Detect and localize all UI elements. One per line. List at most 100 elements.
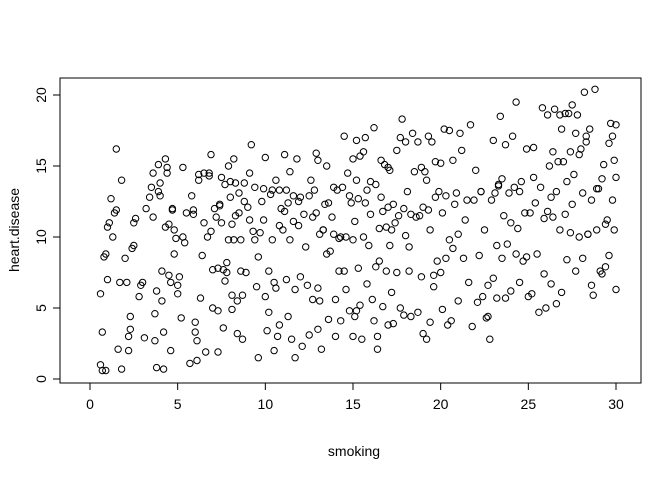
data-point xyxy=(98,328,107,336)
data-point xyxy=(542,304,550,312)
data-point xyxy=(430,283,438,291)
data-point xyxy=(391,219,399,227)
data-point xyxy=(175,273,184,281)
data-point xyxy=(549,213,557,221)
data-point xyxy=(501,141,510,149)
data-point xyxy=(291,285,299,294)
data-point xyxy=(373,332,382,341)
data-point xyxy=(375,257,383,265)
data-point xyxy=(424,132,433,140)
data-point xyxy=(373,345,382,353)
data-point xyxy=(235,189,243,197)
data-point xyxy=(386,166,394,175)
data-point xyxy=(114,345,122,353)
data-point xyxy=(307,176,315,184)
data-point xyxy=(605,251,613,260)
data-point xyxy=(280,207,289,216)
data-point xyxy=(221,277,229,285)
data-point xyxy=(601,263,610,271)
data-point xyxy=(359,148,368,156)
data-point xyxy=(344,169,352,177)
data-point xyxy=(503,240,511,248)
data-point xyxy=(456,129,464,138)
data-point xyxy=(557,288,566,297)
data-point xyxy=(461,216,469,224)
data-point xyxy=(195,170,203,179)
data-point xyxy=(610,156,618,165)
data-point xyxy=(408,129,417,138)
data-point xyxy=(428,138,436,146)
data-point xyxy=(559,158,568,166)
data-point xyxy=(438,305,447,314)
data-point xyxy=(577,145,585,153)
data-point xyxy=(459,254,468,262)
data-point xyxy=(316,297,324,305)
data-point xyxy=(354,264,362,272)
data-point xyxy=(363,280,371,288)
data-point xyxy=(351,217,359,226)
data-point xyxy=(572,267,580,275)
data-point xyxy=(440,125,448,133)
data-point xyxy=(305,192,313,200)
data-point xyxy=(337,233,345,241)
data-point xyxy=(557,125,566,133)
data-point xyxy=(370,124,378,132)
data-point xyxy=(317,345,326,353)
data-point xyxy=(531,199,539,207)
data-point xyxy=(170,250,178,258)
data-point xyxy=(480,226,489,234)
data-point xyxy=(493,241,501,250)
data-point xyxy=(228,291,236,299)
data-point xyxy=(405,243,413,251)
data-point xyxy=(561,210,569,219)
data-point xyxy=(396,133,404,142)
data-point xyxy=(154,160,163,169)
data-point xyxy=(275,221,284,230)
data-point xyxy=(512,98,520,106)
data-point xyxy=(498,254,506,262)
data-point xyxy=(543,111,552,119)
data-point xyxy=(147,183,156,192)
data-point xyxy=(268,236,276,244)
data-point xyxy=(149,169,157,177)
data-point xyxy=(372,180,380,189)
data-point xyxy=(352,307,361,315)
data-point xyxy=(601,220,610,228)
y-tick-label: 20 xyxy=(33,87,49,103)
data-point xyxy=(230,155,238,163)
data-point xyxy=(167,346,175,355)
data-point xyxy=(323,162,331,170)
data-point xyxy=(117,176,126,184)
data-point xyxy=(568,200,576,209)
data-point xyxy=(105,219,114,227)
data-point xyxy=(508,132,517,140)
data-point xyxy=(517,177,525,186)
data-point xyxy=(345,192,354,200)
data-point xyxy=(263,327,271,335)
data-point xyxy=(102,250,110,258)
x-tick-label: 30 xyxy=(608,396,624,412)
data-point xyxy=(612,173,620,182)
data-point xyxy=(400,204,408,213)
data-point xyxy=(377,193,385,201)
data-point xyxy=(458,146,466,155)
data-point xyxy=(181,239,189,247)
data-point xyxy=(191,318,199,326)
data-point xyxy=(454,297,462,305)
data-point xyxy=(140,334,149,342)
data-point xyxy=(417,273,426,281)
data-point xyxy=(514,224,522,233)
data-point xyxy=(165,220,173,228)
data-point xyxy=(265,308,273,316)
data-point xyxy=(593,226,601,234)
data-point xyxy=(591,85,599,94)
data-point xyxy=(507,287,515,295)
data-point xyxy=(484,281,492,289)
data-point xyxy=(291,354,299,362)
data-point xyxy=(361,133,369,142)
data-point xyxy=(352,136,361,145)
data-point xyxy=(158,297,166,305)
data-point xyxy=(186,359,194,368)
data-point xyxy=(156,179,164,187)
data-point xyxy=(526,209,534,217)
